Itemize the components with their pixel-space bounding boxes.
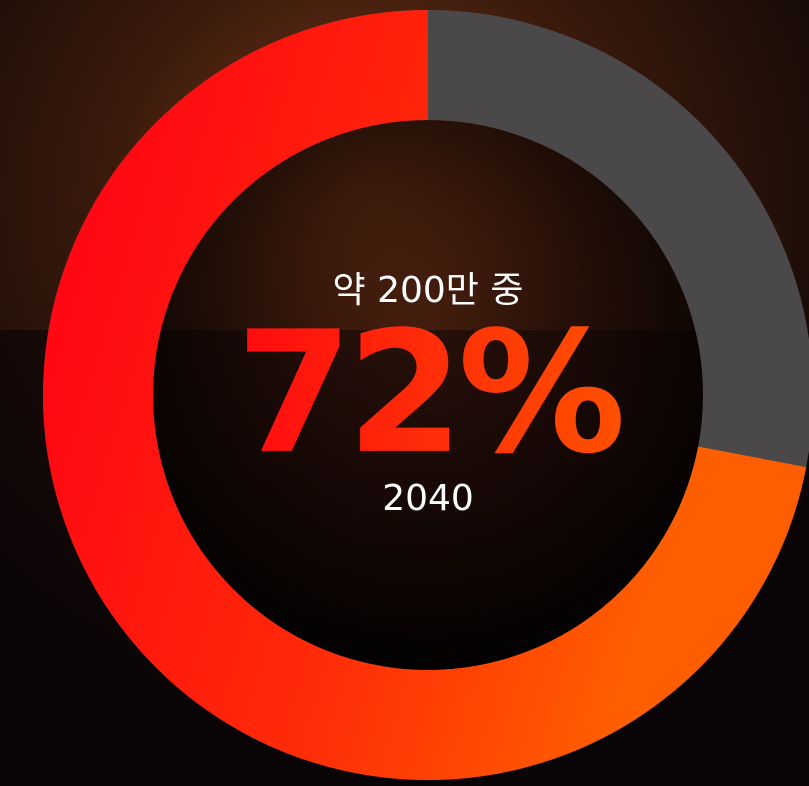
- donut-center: [153, 120, 703, 670]
- value-label: 72%: [236, 295, 621, 491]
- subtitle: 약 200만 중: [333, 270, 524, 311]
- donut: [43, 10, 809, 780]
- caption: 2040: [382, 478, 474, 519]
- donut-segment: [43, 10, 807, 780]
